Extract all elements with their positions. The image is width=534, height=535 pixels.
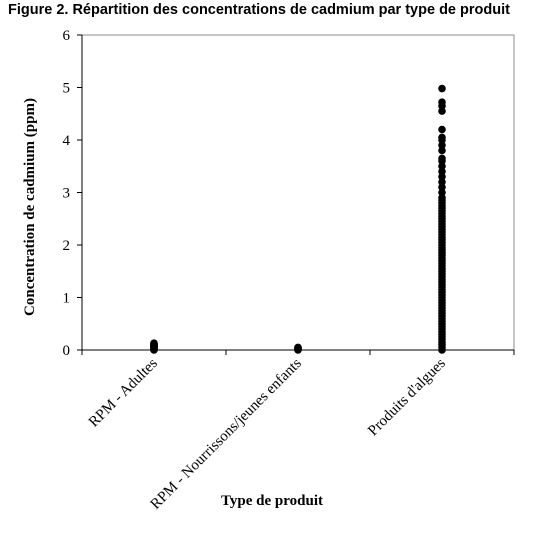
data-point bbox=[438, 167, 446, 176]
y-tick-label: 6 bbox=[63, 28, 71, 44]
data-points bbox=[150, 84, 446, 354]
data-point bbox=[438, 84, 446, 93]
data-point bbox=[438, 193, 446, 202]
y-tick-label: 0 bbox=[63, 343, 71, 359]
data-point bbox=[150, 339, 158, 347]
y-axis-title: Concentration de cadmium (ppm) bbox=[22, 98, 38, 316]
data-point bbox=[438, 141, 446, 150]
data-point bbox=[438, 162, 446, 171]
plot-frame bbox=[81, 34, 515, 351]
y-axis: 0 1 2 3 4 5 6 bbox=[63, 28, 83, 359]
y-tick-label: 5 bbox=[63, 81, 71, 97]
data-point bbox=[438, 178, 446, 186]
x-axis-title: Type de produit bbox=[221, 493, 323, 509]
y-tick-label: 1 bbox=[63, 291, 71, 307]
y-tick-label: 3 bbox=[63, 186, 71, 202]
data-point bbox=[438, 188, 446, 197]
data-point bbox=[438, 172, 446, 181]
data-point bbox=[438, 183, 446, 192]
x-tick-label: RPM - Nourrissons/jeunes enfants bbox=[148, 355, 305, 512]
x-tick-label: Produits d'algues bbox=[365, 355, 449, 439]
figure-title: Figure 2. Répartition des concentrations… bbox=[8, 2, 510, 18]
data-point bbox=[294, 343, 302, 352]
data-point bbox=[438, 133, 446, 142]
data-point bbox=[438, 146, 446, 155]
x-tick-label: RPM - Adultes bbox=[86, 355, 161, 430]
data-point bbox=[438, 125, 446, 134]
data-point bbox=[438, 98, 446, 106]
y-tick-label: 4 bbox=[63, 133, 71, 149]
y-tick-label: 2 bbox=[63, 238, 71, 254]
data-point bbox=[438, 107, 446, 115]
data-point bbox=[438, 154, 446, 163]
